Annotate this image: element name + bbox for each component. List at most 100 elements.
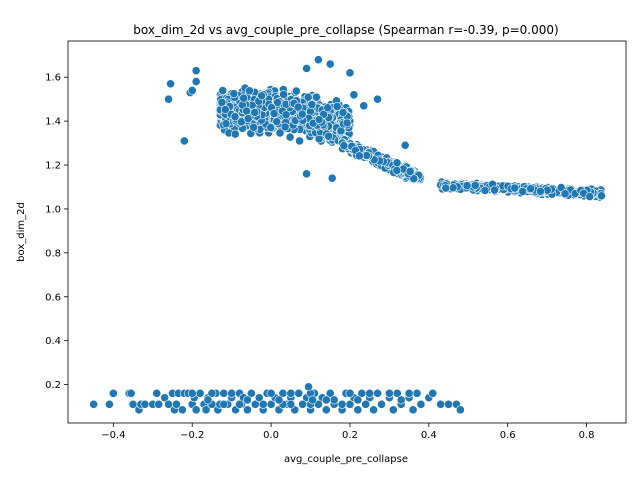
data-point (243, 405, 252, 415)
y-tick-label: 0.4 (45, 336, 61, 347)
y-axis-label: box_dim_2d (16, 202, 27, 262)
y-tick-label: 1.0 (45, 204, 61, 215)
data-point-upper-dense (314, 115, 324, 125)
data-point (455, 405, 465, 415)
data-point-right-band (597, 191, 606, 201)
data-point-right-band (560, 189, 570, 199)
x-tick-label: −0.2 (180, 430, 204, 441)
data-point-upper-dense (273, 98, 282, 107)
data-point-right-band (556, 183, 566, 192)
data-point-upper-dense (312, 92, 321, 102)
data-point-right-band (526, 184, 536, 194)
data-point-upper-dense (291, 86, 301, 96)
data-point (373, 388, 382, 398)
data-point-right-band (480, 186, 490, 195)
data-point-upper-tail (392, 158, 402, 168)
chart-title: box_dim_2d vs avg_couple_pre_collapse (S… (133, 23, 558, 37)
data-point (235, 399, 244, 409)
data-point-right-band (490, 185, 499, 195)
x-tick-label: 0.2 (342, 430, 358, 441)
data-point-upper-dense (295, 136, 304, 146)
data-point (227, 388, 237, 398)
data-point (187, 388, 197, 398)
x-tick-label: 0.4 (421, 430, 437, 441)
data-point (327, 173, 337, 183)
data-point (337, 399, 347, 409)
data-point (321, 395, 331, 405)
data-point-upper-dense (230, 129, 240, 139)
data-point-upper-dense (250, 108, 260, 117)
data-point (187, 86, 197, 95)
data-point (266, 388, 276, 398)
data-point (412, 388, 422, 398)
data-point-upper-dense (314, 134, 324, 144)
data-point (108, 388, 118, 398)
data-point (195, 388, 205, 398)
data-point (201, 405, 211, 415)
data-point (105, 399, 114, 409)
data-point (298, 399, 308, 409)
data-point (302, 64, 311, 73)
data-point (384, 388, 394, 398)
data-point (160, 393, 170, 403)
data-point-upper-dense (285, 132, 295, 142)
data-point (152, 388, 162, 398)
axes-frame (67, 40, 627, 424)
data-point-right-band (470, 180, 480, 190)
y-tick-label: 1.2 (45, 161, 61, 172)
data-point (361, 399, 371, 409)
data-point (246, 388, 256, 398)
data-point (377, 399, 386, 409)
data-point (308, 395, 317, 405)
data-point (179, 136, 189, 146)
data-point (400, 140, 410, 150)
data-point (359, 101, 369, 111)
x-tick-label: 0.6 (500, 430, 516, 441)
data-point (302, 169, 311, 179)
data-point-right-band (510, 183, 520, 193)
data-point-upper-dense (279, 89, 288, 99)
data-point-upper-dense (297, 109, 307, 119)
data-point (345, 68, 355, 78)
data-point-upper-dense (307, 100, 317, 109)
data-point-upper-dense (275, 128, 285, 138)
data-point (349, 90, 359, 100)
data-point (140, 399, 150, 409)
data-point (258, 399, 268, 409)
data-point (172, 399, 181, 409)
data-point-upper-dense (242, 106, 252, 116)
y-tick-label: 1.6 (45, 73, 61, 84)
data-point (369, 405, 379, 415)
data-point (286, 399, 296, 409)
data-point-upper-dense (269, 109, 279, 118)
data-point (274, 395, 284, 405)
data-point-upper-dense (249, 122, 258, 132)
data-point-right-band (585, 192, 595, 202)
data-point-upper-tail (354, 151, 364, 161)
data-point (325, 388, 335, 398)
data-point (396, 395, 406, 405)
data-point-upper-dense (332, 102, 342, 111)
data-point-upper-dense (303, 92, 313, 102)
data-point-upper-dense (218, 86, 228, 95)
data-point (154, 399, 164, 409)
data-point (314, 399, 323, 409)
data-point (219, 399, 229, 409)
data-point (304, 382, 313, 392)
x-axis-ticks: −0.4 −0.2 0.0 0.2 0.4 0.6 0.8 (101, 423, 595, 441)
data-point-upper-tail (392, 166, 402, 175)
x-tick-label: 0.8 (579, 430, 595, 441)
data-point (428, 388, 438, 398)
data-point-upper-dense (281, 110, 291, 120)
data-point-upper-tail (409, 174, 419, 184)
y-axis-ticks: 0.2 0.4 0.6 0.8 1.0 1.2 1.4 1.6 (45, 73, 68, 391)
data-point (164, 94, 173, 104)
y-tick-label: 0.6 (45, 292, 61, 303)
data-point-upper-dense (257, 91, 267, 101)
data-point (207, 388, 217, 398)
data-point (177, 405, 187, 415)
data-point-upper-dense (342, 118, 352, 128)
data-point-upper-dense (221, 119, 231, 129)
data-point (388, 405, 398, 415)
y-tick-label: 0.2 (45, 380, 61, 391)
